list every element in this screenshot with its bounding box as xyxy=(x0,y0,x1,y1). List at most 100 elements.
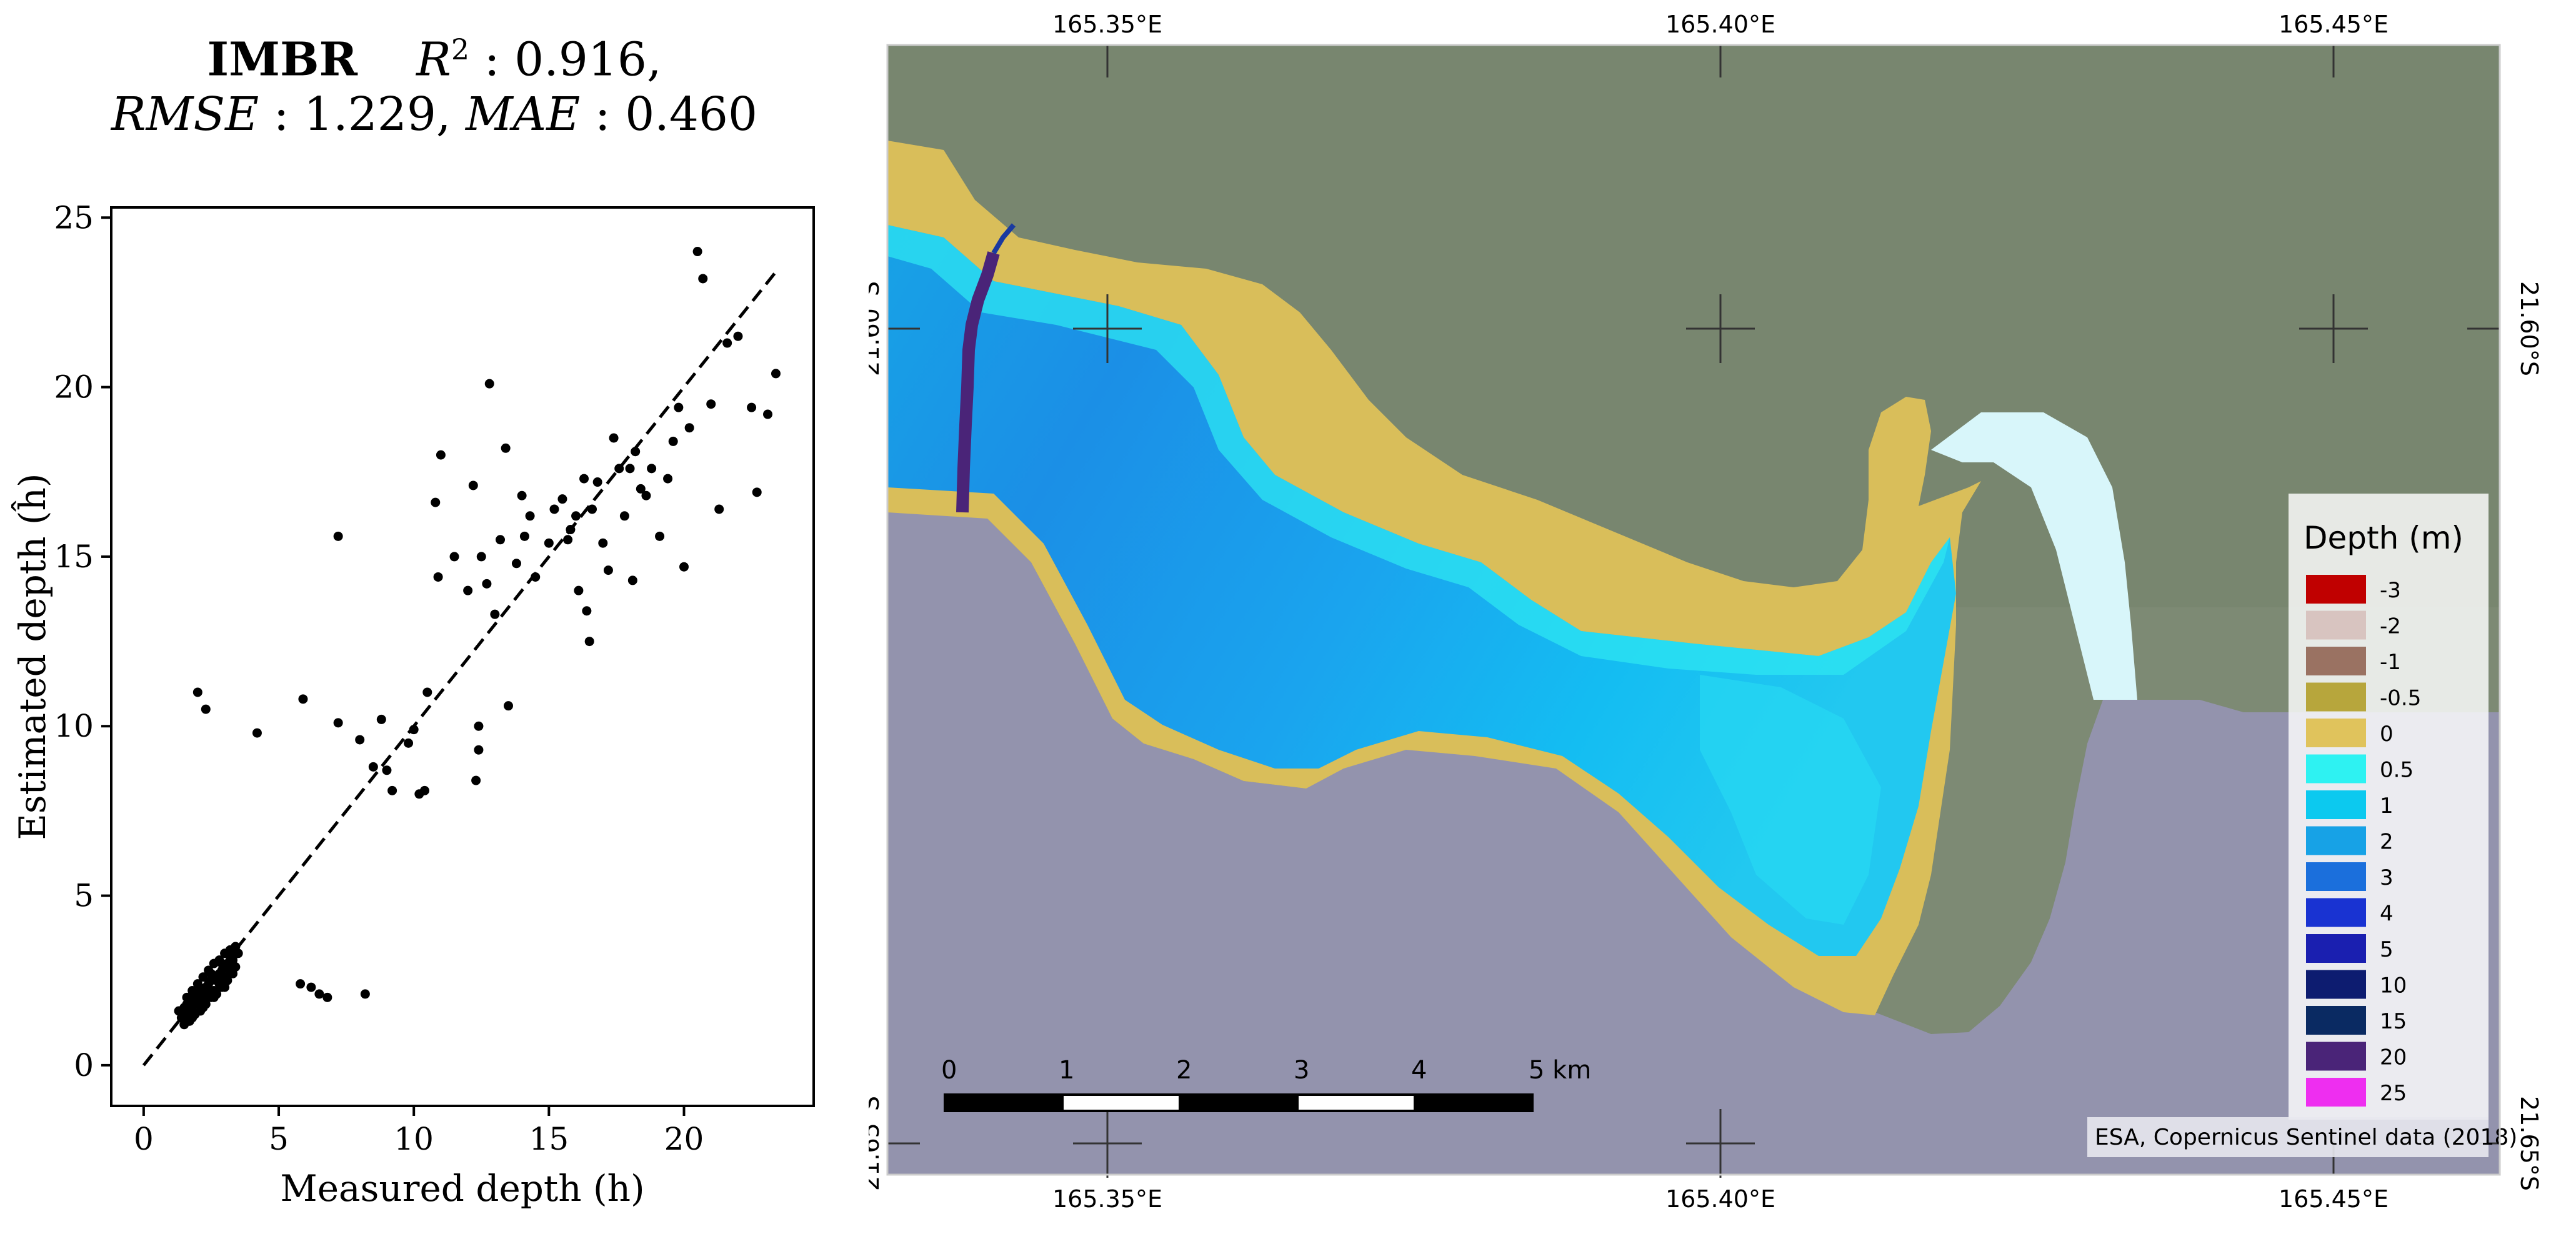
scatter-point xyxy=(698,274,708,284)
scatter-point xyxy=(471,775,481,785)
x-tick-label: 5 xyxy=(269,1121,289,1157)
scatter-point xyxy=(587,504,597,514)
scatter-point xyxy=(192,687,202,697)
legend-swatch xyxy=(2306,862,2366,891)
scatter-point xyxy=(733,331,743,341)
mae-value: : 0.460 xyxy=(594,87,758,141)
legend-label: 15 xyxy=(2380,1009,2407,1034)
scatter-point xyxy=(625,464,635,474)
legend-label: 1 xyxy=(2380,794,2394,819)
legend-swatch xyxy=(2306,898,2366,927)
legend-swatch xyxy=(2306,682,2366,712)
scatter-point xyxy=(431,497,441,507)
scatter-frame xyxy=(110,206,815,1107)
scatter-point xyxy=(563,535,573,545)
scale-bar-label: 1 xyxy=(1059,1056,1074,1085)
legend-title: Depth (m) xyxy=(2304,520,2464,556)
scatter-point xyxy=(298,694,308,704)
scatter-point xyxy=(549,504,559,514)
scatter-point xyxy=(368,762,378,772)
scatter-point xyxy=(463,585,473,595)
scatter-point xyxy=(333,531,343,541)
legend-label: -0.5 xyxy=(2380,686,2421,711)
lon-label-bottom: 165.35°E xyxy=(1052,1185,1162,1213)
scatter-point xyxy=(636,484,646,494)
y-tick-label: 10 xyxy=(54,708,94,744)
ocean-area xyxy=(887,511,2500,1175)
scatter-point xyxy=(474,721,484,731)
scatter-point xyxy=(404,738,414,748)
scatter-title-line-2: RMSE : 1.229, MAE : 0.460 xyxy=(0,87,869,141)
scale-bar-label: 4 xyxy=(1411,1056,1427,1085)
lon-label-top: 165.35°E xyxy=(1052,11,1162,38)
legend-label: 10 xyxy=(2380,973,2407,998)
river-mouth xyxy=(991,223,1016,255)
scatter-point xyxy=(609,433,619,443)
scatter-point xyxy=(190,999,200,1009)
surf-zone xyxy=(1931,412,2137,700)
scatter-point xyxy=(474,745,484,755)
scatter-point xyxy=(355,735,365,745)
legend-label: 4 xyxy=(2380,902,2394,927)
scatter-point xyxy=(627,575,637,585)
scatter-point xyxy=(582,606,592,616)
scatter-point xyxy=(674,402,684,412)
scatter-point xyxy=(449,552,459,562)
scatter-point xyxy=(174,1006,184,1016)
legend-swatch xyxy=(2306,970,2366,999)
x-tick-label: 15 xyxy=(529,1121,569,1157)
scatter-point xyxy=(198,972,208,982)
legend-label: 25 xyxy=(2380,1081,2407,1106)
scatter-point xyxy=(496,535,506,545)
scatter-point xyxy=(209,992,219,1002)
legend-label: 2 xyxy=(2380,830,2394,855)
legend-swatch xyxy=(2306,1006,2366,1035)
lon-label-top: 165.40°E xyxy=(1665,11,1775,38)
credit-box xyxy=(2087,1117,2489,1157)
scatter-point xyxy=(579,474,589,484)
scale-bar-label: 2 xyxy=(1176,1056,1192,1085)
scatter-plot: 0 5 10 15 20 0 5 10 15 20 25 Measured depth (h) Es… xyxy=(11,199,815,1210)
y-tick-label: 0 xyxy=(74,1047,94,1083)
r2-exponent: 2 xyxy=(451,32,470,66)
legend-label: -2 xyxy=(2380,614,2401,639)
lat-label-left: 21.65°S xyxy=(869,1096,884,1191)
x-axis-label: Measured depth (h) xyxy=(280,1167,644,1210)
scatter-point xyxy=(517,490,527,500)
scatter-point xyxy=(641,490,651,500)
scatter-point xyxy=(598,538,608,548)
scatter-point xyxy=(476,552,486,562)
r2-value: : 0.916, xyxy=(484,32,662,87)
scatter-point xyxy=(752,487,762,497)
scatter-title-line-1: IMBR R2 : 0.916, xyxy=(0,32,869,87)
x-tick-label: 0 xyxy=(134,1121,154,1157)
lagoon-depth-area xyxy=(887,225,1956,956)
scatter-point xyxy=(468,480,478,490)
mae-label: MAE xyxy=(466,87,581,141)
river-channel xyxy=(956,251,1000,513)
legend-swatch xyxy=(2306,575,2366,604)
legend-label: 5 xyxy=(2380,937,2394,962)
bathymetry-map-panel: Depth (m) -3 -2 -1 -0.5 0 0.5 1 2 3 4 5 10 15 20 25 16… xyxy=(857,0,2576,1232)
rmse-label: RMSE xyxy=(111,87,259,141)
lagoon-east-shallow xyxy=(1700,675,1881,925)
scale-bar-label: 0 xyxy=(941,1056,957,1085)
scale-bar-label: 5 km xyxy=(1529,1056,1591,1085)
scatter-point xyxy=(706,399,716,409)
legend-swatch xyxy=(2306,719,2366,747)
lon-label-top: 165.45°E xyxy=(2279,11,2389,38)
lon-label-bottom: 165.45°E xyxy=(2279,1185,2389,1213)
y-axis-label: Estimated depth (ĥ) xyxy=(11,473,54,840)
scatter-point xyxy=(663,474,673,484)
scatter-point xyxy=(433,572,443,582)
x-tick-label: 10 xyxy=(394,1121,434,1157)
scatter-point xyxy=(511,559,521,569)
scatter-point xyxy=(747,402,757,412)
identity-reference-line xyxy=(142,267,780,1067)
scatter-point xyxy=(771,369,781,379)
scatter-point xyxy=(252,728,262,738)
scatter-point xyxy=(557,494,567,504)
r2-label: R xyxy=(416,32,451,87)
x-tick-label: 20 xyxy=(664,1121,704,1157)
